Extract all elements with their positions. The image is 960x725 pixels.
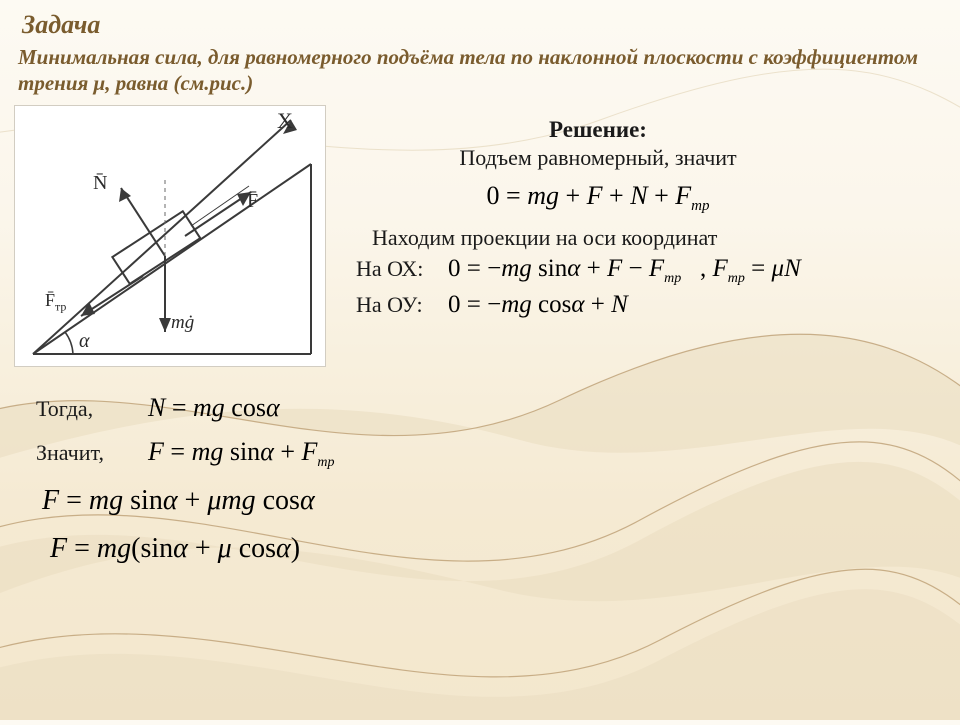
uniform-note: Подъем равномерный, значит xyxy=(356,145,960,171)
projections-heading: Находим проекции на оси координат xyxy=(356,225,960,251)
eq-final: F = mg(sinα + μ cosα) xyxy=(50,533,960,565)
problem-statement: Минимальная сила, для равномерного подъё… xyxy=(0,44,960,105)
solution-block: Решение: Подъем равномерный, значит 0 = … xyxy=(326,105,960,319)
eq-f2: F = mg sinα + μmg cosα xyxy=(42,485,960,517)
vector-ftp-label: F̄тр xyxy=(45,290,66,315)
angle-alpha-label: α xyxy=(79,330,90,353)
eq-f1: F = mg sinα + Fтр xyxy=(148,437,335,471)
axis-x-label: X xyxy=(277,108,293,134)
problem-title: Задача xyxy=(0,0,960,44)
balance-equation: 0 = mg + F + N + Fтр xyxy=(356,181,960,215)
vector-n-label: N̄ xyxy=(93,172,107,195)
vector-f-label: F̄ xyxy=(247,190,258,213)
hence-word: Значит, xyxy=(36,440,148,466)
then-word: Тогда, xyxy=(36,396,148,422)
solution-heading: Решение: xyxy=(356,117,960,143)
inclined-plane-figure: X N̄ F̄ F̄тр mġ α xyxy=(14,105,326,367)
projection-ox: На ОХ: 0 = −mg sinα + F − Fтр , Fтр = μN xyxy=(356,255,960,287)
derivation-block: Тогда, N = mg cosα Значит, F = mg sinα +… xyxy=(0,367,960,565)
eq-n: N = mg cosα xyxy=(148,393,280,423)
projection-oy: На ОУ: 0 = −mg cosα + N xyxy=(356,291,960,319)
vector-mg-label: mġ xyxy=(171,312,194,334)
